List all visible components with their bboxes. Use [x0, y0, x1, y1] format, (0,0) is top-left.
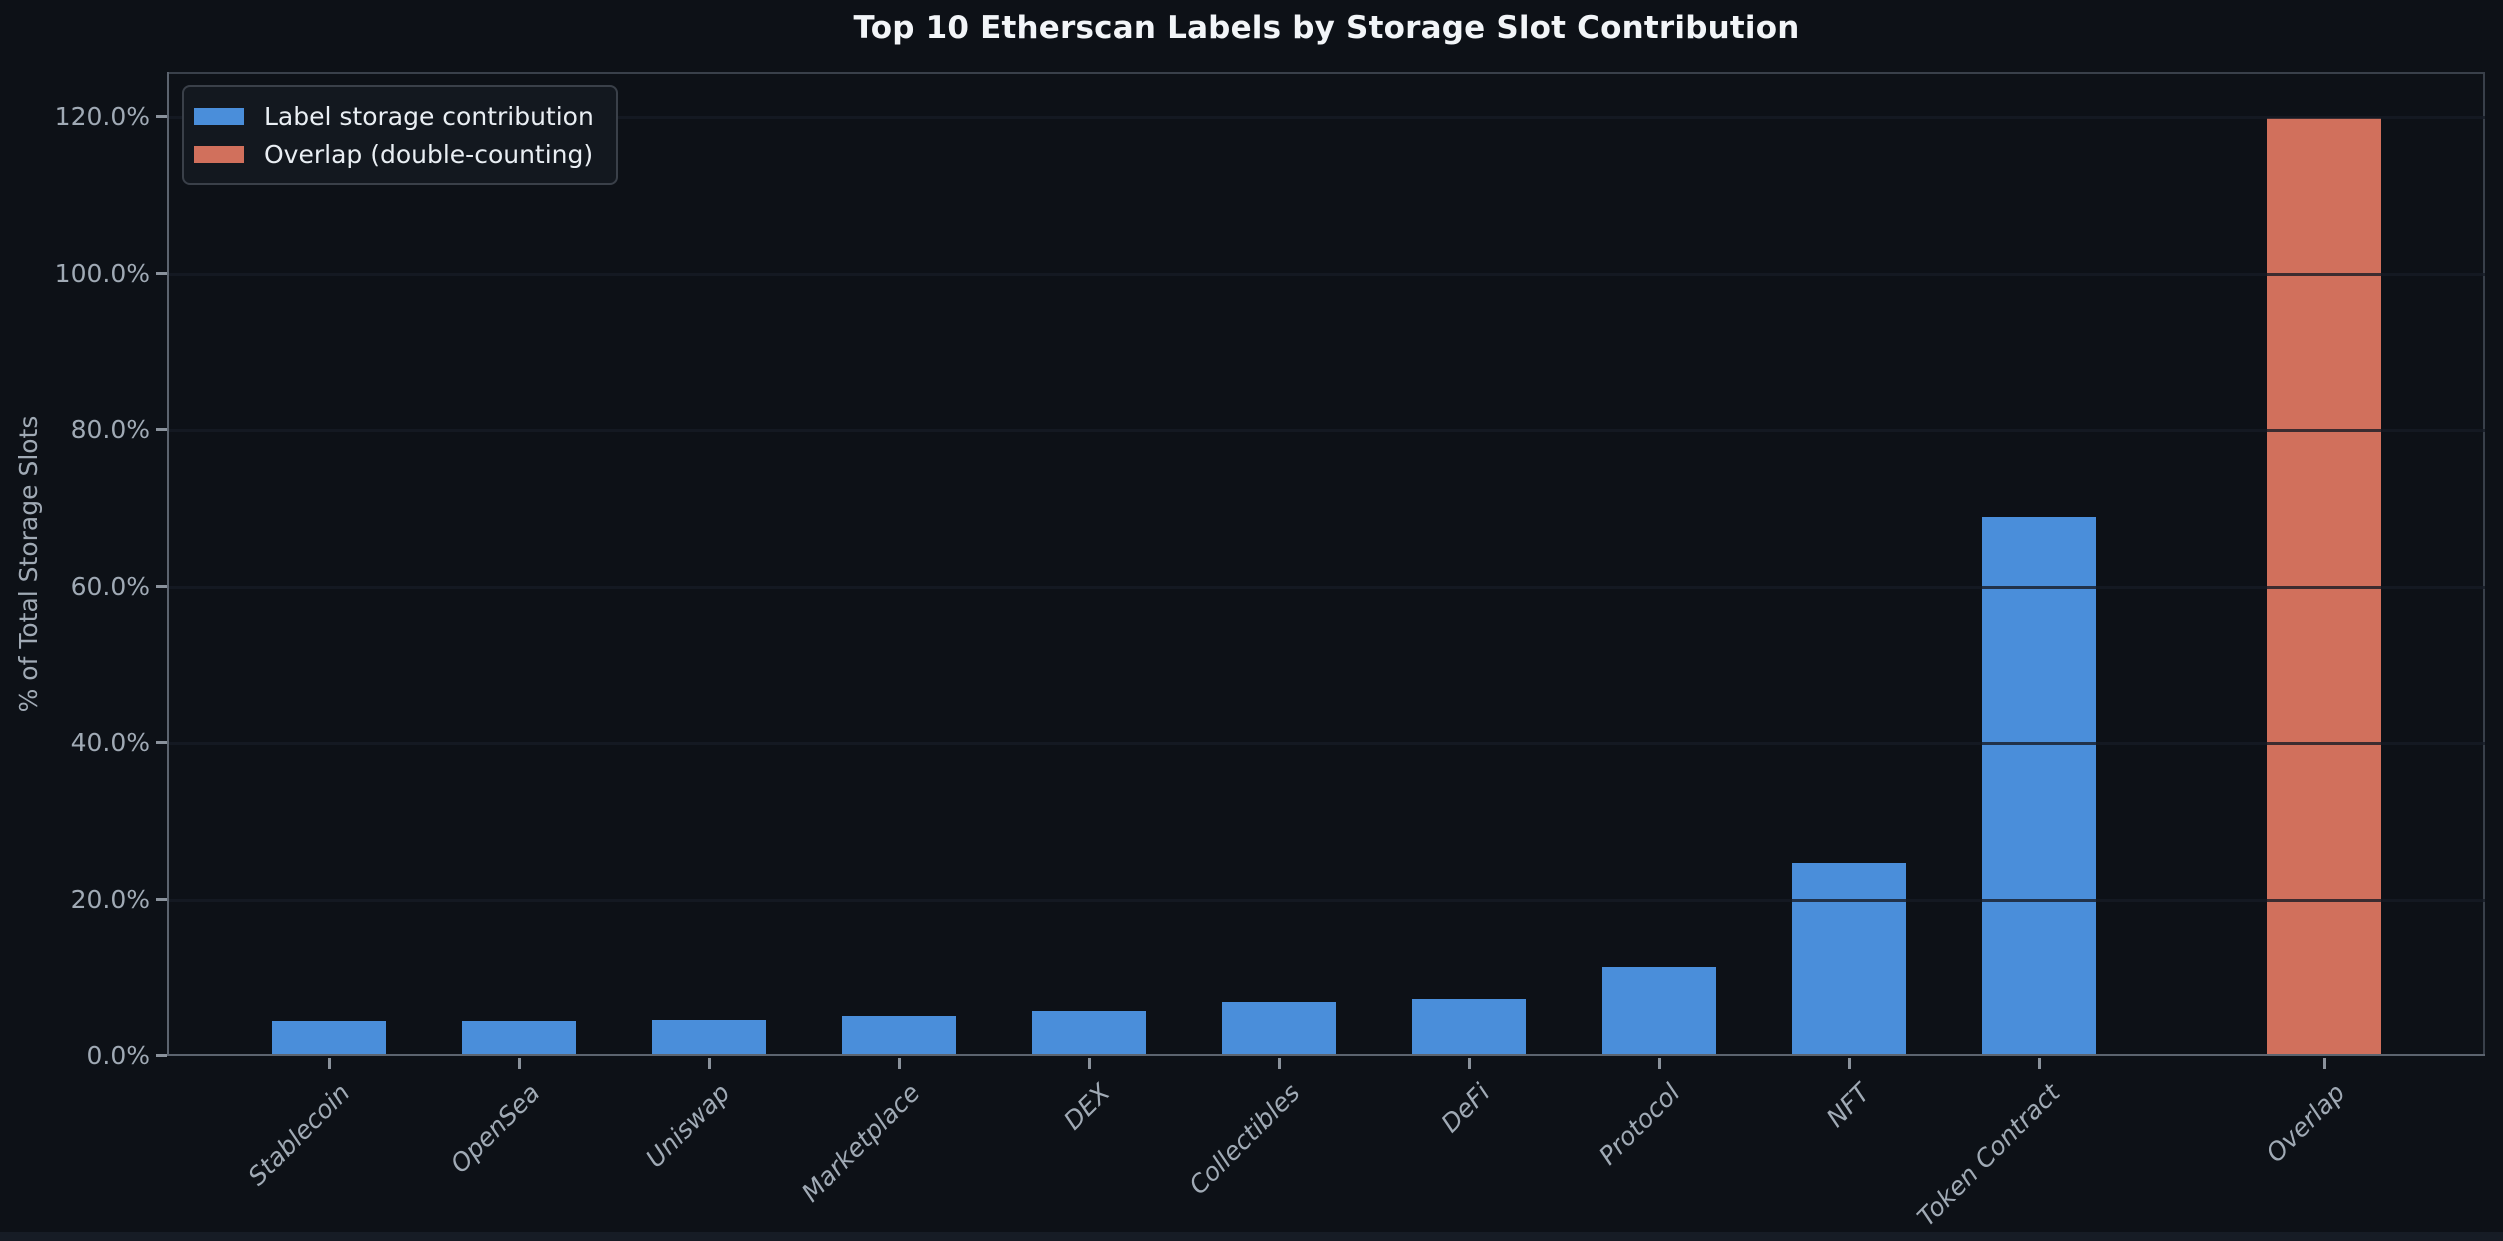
- x-tick-label-protocol: Protocol: [1592, 1078, 1686, 1171]
- y-axis-line: [167, 72, 169, 1056]
- y-tick-label: 80.0%: [70, 415, 150, 445]
- y-tick-mark: [156, 428, 167, 432]
- bar-nft: [1791, 863, 1906, 1054]
- bar-collectibles: [1222, 1002, 1336, 1054]
- gridline-100: [168, 272, 2485, 276]
- x-tick-mark: [328, 1058, 332, 1069]
- legend-label: Overlap (double-counting): [264, 139, 594, 169]
- y-tick-mark: [156, 584, 167, 588]
- plot-border-right: [2483, 72, 2485, 1056]
- gridline-40: [168, 742, 2485, 746]
- x-tick-label-collectibles: Collectibles: [1183, 1078, 1306, 1201]
- y-tick-label: 100.0%: [54, 258, 150, 288]
- y-tick-label: 60.0%: [70, 571, 150, 601]
- y-tick-mark: [156, 897, 167, 901]
- x-tick-mark: [1467, 1058, 1471, 1069]
- x-tick-label-uniswap: Uniswap: [640, 1078, 736, 1174]
- y-tick-mark: [156, 741, 167, 745]
- legend-label: Label storage contribution: [264, 101, 594, 131]
- chart-title: Top 10 Etherscan Labels by Storage Slot …: [853, 10, 1800, 46]
- y-tick-mark: [156, 271, 167, 275]
- bar-token-contract: [1981, 517, 2096, 1054]
- x-tick-mark: [518, 1058, 522, 1069]
- gridline-60: [168, 585, 2485, 589]
- legend-entry-overlap-double-counting-: Overlap (double-counting): [194, 135, 594, 173]
- bar-uniswap: [652, 1020, 767, 1054]
- x-tick-mark: [2037, 1058, 2041, 1069]
- gridline-20: [168, 898, 2485, 902]
- x-tick-label-nft: NFT: [1820, 1078, 1876, 1133]
- plot-border-top: [168, 72, 2485, 74]
- y-tick-label: 20.0%: [70, 884, 150, 914]
- y-tick-mark: [156, 115, 167, 119]
- bar-dex: [1032, 1010, 1147, 1054]
- bottom-strip: [0, 1232, 2503, 1241]
- x-tick-label-marketplace: Marketplace: [796, 1078, 926, 1208]
- x-tick-mark: [708, 1058, 712, 1069]
- x-tick-mark: [1657, 1058, 1661, 1069]
- x-tick-label-opensea: OpenSea: [445, 1078, 546, 1179]
- x-tick-label-token-contract: Token Contract: [1911, 1078, 2066, 1232]
- y-tick-label: 120.0%: [54, 102, 150, 132]
- x-tick-mark: [1088, 1058, 1092, 1069]
- bar-marketplace: [842, 1015, 957, 1054]
- x-tick-mark: [1847, 1058, 1851, 1069]
- bar-defi: [1411, 999, 1526, 1054]
- gridline-80: [168, 429, 2485, 433]
- x-tick-label-stablecoin: Stablecoin: [242, 1078, 356, 1192]
- x-axis-line: [167, 1054, 2485, 1056]
- legend-swatch: [194, 107, 244, 125]
- plot-area: [167, 72, 2485, 1056]
- legend-entry-label-storage-contribution: Label storage contribution: [194, 97, 594, 135]
- legend: Label storage contribution Overlap (doubl…: [182, 85, 618, 185]
- x-tick-mark: [1278, 1058, 1282, 1069]
- x-tick-label-overlap: Overlap: [2260, 1078, 2351, 1169]
- bar-opensea: [462, 1021, 577, 1054]
- x-tick-mark: [898, 1058, 902, 1069]
- y-tick-mark: [156, 1054, 167, 1057]
- y-tick-label: 40.0%: [70, 728, 150, 758]
- legend-swatch: [194, 145, 244, 163]
- x-tick-label-dex: DEX: [1058, 1078, 1116, 1136]
- bar-stablecoin: [272, 1021, 387, 1054]
- x-tick-mark: [2322, 1058, 2326, 1069]
- bar-protocol: [1601, 967, 1716, 1054]
- gridline-120: [168, 116, 2485, 120]
- y-axis-label-text: % of Total Storage Slots: [14, 415, 43, 713]
- y-tick-label: 0.0%: [86, 1041, 150, 1070]
- x-tick-label-defi: DeFi: [1435, 1078, 1496, 1139]
